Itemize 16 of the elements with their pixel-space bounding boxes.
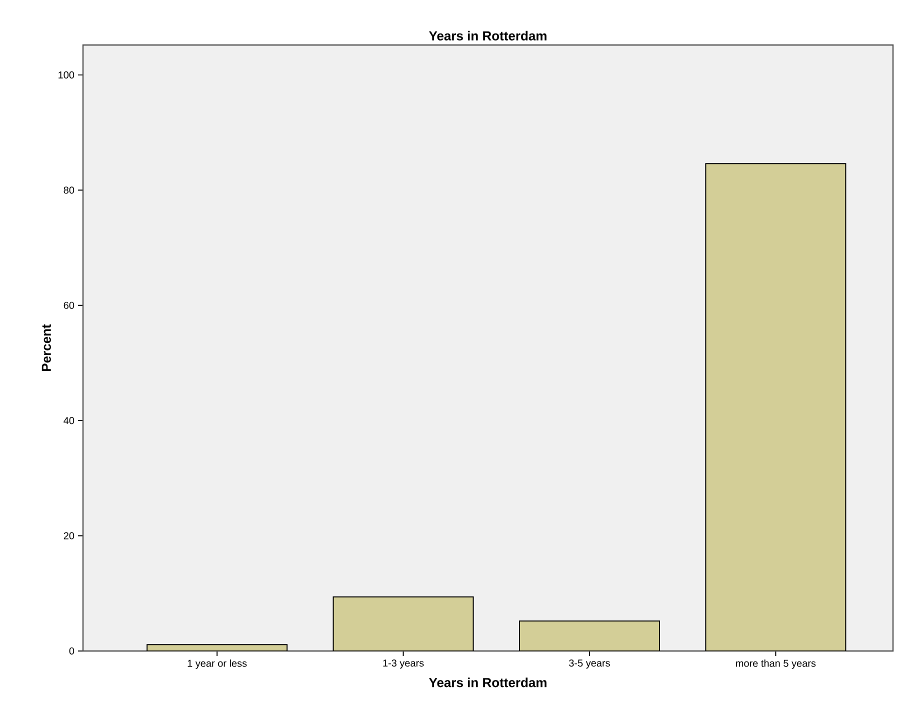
y-axis-title: Percent xyxy=(42,324,51,371)
y-tick-label: 80 xyxy=(64,186,74,194)
bar xyxy=(518,620,660,651)
bar xyxy=(333,596,474,651)
bar xyxy=(705,163,846,651)
x-tick-label: more than 5 years xyxy=(736,660,816,669)
y-tick-label: 0 xyxy=(69,647,74,655)
y-tick-label: 100 xyxy=(58,71,74,78)
x-tick-label: 1-3 years xyxy=(383,660,424,669)
x-tick-label: 3-5 years xyxy=(569,660,610,669)
y-tick-label: 20 xyxy=(64,532,74,540)
chart-title: Years in Rotterdam xyxy=(428,30,546,40)
y-tick-label: 60 xyxy=(64,302,74,309)
x-axis-title: Years in Rotterdam xyxy=(428,678,546,688)
x-tick-label: 1 year or less xyxy=(188,660,247,669)
y-tick-label: 40 xyxy=(64,417,74,424)
